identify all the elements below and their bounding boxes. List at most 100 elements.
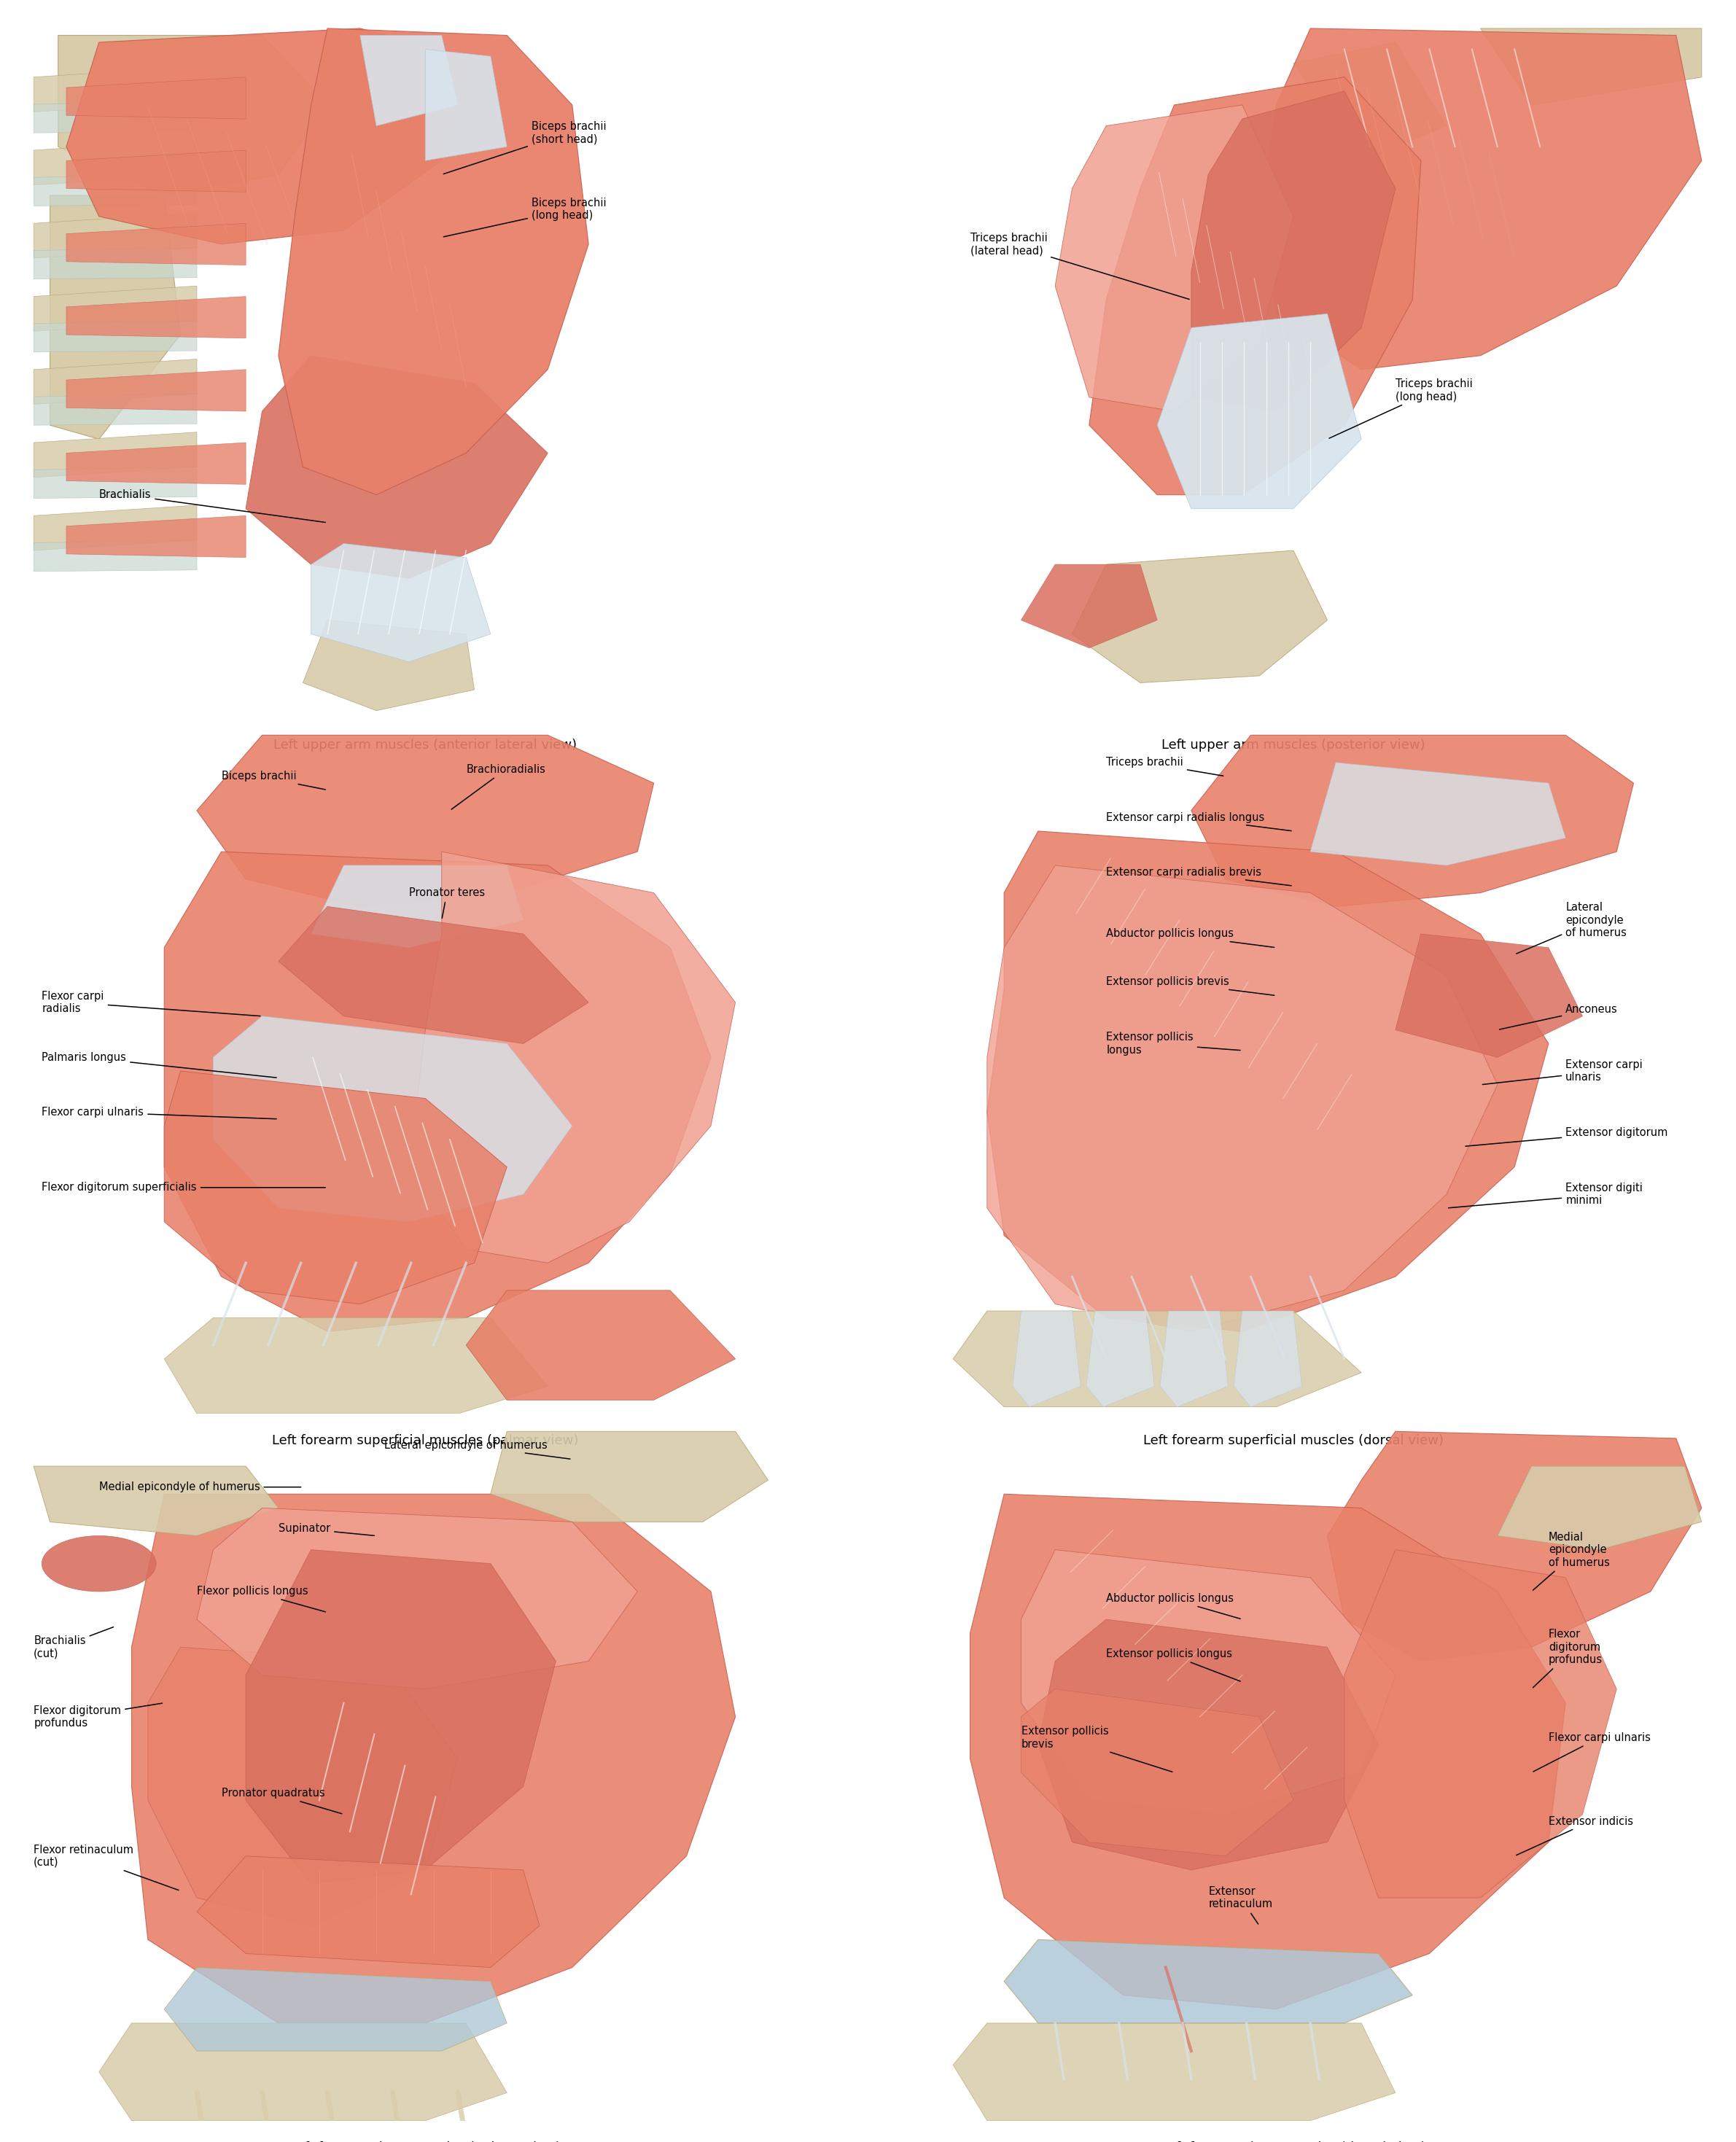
Text: Extensor carpi
ulnaris: Extensor carpi ulnaris	[1483, 1058, 1642, 1084]
Text: Flexor carpi
radialis: Flexor carpi radialis	[42, 990, 260, 1015]
Text: Medial
epicondyle
of humerus: Medial epicondyle of humerus	[1533, 1532, 1609, 1589]
Polygon shape	[66, 516, 247, 557]
Polygon shape	[50, 195, 181, 439]
Polygon shape	[33, 506, 196, 550]
Polygon shape	[196, 1855, 540, 1966]
Polygon shape	[1021, 1688, 1293, 1855]
Polygon shape	[33, 212, 196, 259]
Polygon shape	[33, 1467, 278, 1536]
Text: Extensor digiti
minimi: Extensor digiti minimi	[1448, 1182, 1642, 1208]
Polygon shape	[359, 36, 458, 126]
Text: Anconeus: Anconeus	[1500, 1005, 1618, 1030]
Polygon shape	[1087, 1311, 1154, 1407]
Polygon shape	[148, 1647, 458, 1926]
Polygon shape	[311, 544, 491, 662]
Polygon shape	[33, 248, 196, 278]
Text: Flexor pollicis longus: Flexor pollicis longus	[196, 1585, 325, 1611]
Text: Extensor digitorum: Extensor digitorum	[1465, 1127, 1668, 1146]
Polygon shape	[1191, 90, 1396, 411]
Polygon shape	[33, 394, 196, 424]
Text: Left forearm superficial muscles (palmar view): Left forearm superficial muscles (palmar…	[273, 1435, 578, 1448]
Text: Lateral
epicondyle
of humerus: Lateral epicondyle of humerus	[1516, 902, 1627, 953]
Polygon shape	[165, 853, 712, 1332]
Polygon shape	[33, 176, 196, 206]
Polygon shape	[1003, 1941, 1413, 2022]
Polygon shape	[33, 101, 196, 133]
Text: Triceps brachii: Triceps brachii	[1106, 756, 1224, 775]
Text: Extensor pollicis longus: Extensor pollicis longus	[1106, 1649, 1241, 1681]
Polygon shape	[970, 1495, 1566, 2009]
Polygon shape	[1073, 550, 1328, 683]
Text: Flexor digitorum superficialis: Flexor digitorum superficialis	[42, 1182, 325, 1193]
Text: Extensor pollicis
longus: Extensor pollicis longus	[1106, 1032, 1240, 1056]
Text: Pronator quadratus: Pronator quadratus	[222, 1789, 342, 1814]
Text: Pronator teres: Pronator teres	[410, 887, 484, 919]
Polygon shape	[1012, 1311, 1080, 1407]
Polygon shape	[214, 1015, 573, 1221]
Polygon shape	[1191, 735, 1634, 906]
Ellipse shape	[42, 1536, 156, 1592]
Text: Medial epicondyle of humerus: Medial epicondyle of humerus	[99, 1482, 300, 1493]
Polygon shape	[1055, 105, 1293, 411]
Text: Palmaris longus: Palmaris longus	[42, 1052, 276, 1077]
Polygon shape	[311, 865, 523, 947]
Text: Supinator: Supinator	[278, 1523, 375, 1536]
Polygon shape	[33, 433, 196, 478]
Text: Brachialis: Brachialis	[99, 488, 325, 523]
Polygon shape	[953, 1311, 1361, 1407]
Polygon shape	[33, 287, 196, 332]
Polygon shape	[1160, 1311, 1227, 1407]
Text: Lateral epicondyle of humerus: Lateral epicondyle of humerus	[385, 1439, 569, 1459]
Polygon shape	[278, 28, 589, 495]
Polygon shape	[1311, 763, 1566, 865]
Polygon shape	[33, 540, 196, 572]
Text: Triceps brachii
(lateral head): Triceps brachii (lateral head)	[970, 231, 1189, 300]
Polygon shape	[59, 36, 328, 195]
Polygon shape	[165, 1071, 507, 1304]
Text: Extensor
retinaculum: Extensor retinaculum	[1208, 1885, 1272, 1924]
Text: Flexor carpi ulnaris: Flexor carpi ulnaris	[1533, 1733, 1651, 1771]
Text: Extensor pollicis
brevis: Extensor pollicis brevis	[1021, 1726, 1172, 1771]
Text: Biceps brachii: Biceps brachii	[222, 771, 325, 790]
Text: Extensor carpi radialis brevis: Extensor carpi radialis brevis	[1106, 868, 1292, 885]
Text: Brachialis
(cut): Brachialis (cut)	[33, 1628, 113, 1660]
Polygon shape	[1038, 1619, 1378, 1870]
Polygon shape	[1481, 28, 1701, 105]
Polygon shape	[278, 906, 589, 1043]
Polygon shape	[1021, 565, 1158, 647]
Polygon shape	[33, 467, 196, 499]
Polygon shape	[1088, 77, 1422, 495]
Polygon shape	[66, 223, 247, 266]
Polygon shape	[33, 321, 196, 351]
Polygon shape	[66, 368, 247, 411]
Polygon shape	[302, 621, 474, 711]
Text: Flexor retinaculum
(cut): Flexor retinaculum (cut)	[33, 1844, 179, 1889]
Polygon shape	[33, 139, 196, 184]
Text: Flexor carpi ulnaris: Flexor carpi ulnaris	[42, 1107, 276, 1118]
Polygon shape	[66, 28, 465, 244]
Text: Biceps brachii
(long head): Biceps brachii (long head)	[444, 197, 606, 238]
Polygon shape	[196, 735, 654, 906]
Polygon shape	[165, 1317, 549, 1414]
Polygon shape	[247, 356, 549, 578]
Polygon shape	[165, 1966, 507, 2052]
Text: Abductor pollicis longus: Abductor pollicis longus	[1106, 927, 1274, 947]
Text: Extensor carpi radialis longus: Extensor carpi radialis longus	[1106, 812, 1292, 831]
Polygon shape	[196, 1508, 637, 1688]
Polygon shape	[247, 1551, 556, 1885]
Polygon shape	[1021, 1551, 1396, 1814]
Polygon shape	[491, 1431, 767, 1521]
Text: Extensor pollicis brevis: Extensor pollicis brevis	[1106, 977, 1274, 996]
Polygon shape	[66, 443, 247, 484]
Polygon shape	[465, 1289, 736, 1401]
Polygon shape	[33, 66, 196, 111]
Text: Left upper arm muscles (posterior view): Left upper arm muscles (posterior view)	[1161, 739, 1425, 752]
Polygon shape	[953, 2022, 1396, 2121]
Polygon shape	[99, 2022, 507, 2121]
Polygon shape	[66, 296, 247, 338]
Polygon shape	[1158, 315, 1361, 510]
Polygon shape	[1234, 1311, 1302, 1407]
Text: Flexor
digitorum
profundus: Flexor digitorum profundus	[1533, 1630, 1602, 1688]
Polygon shape	[66, 77, 247, 120]
Polygon shape	[1328, 1431, 1701, 1662]
